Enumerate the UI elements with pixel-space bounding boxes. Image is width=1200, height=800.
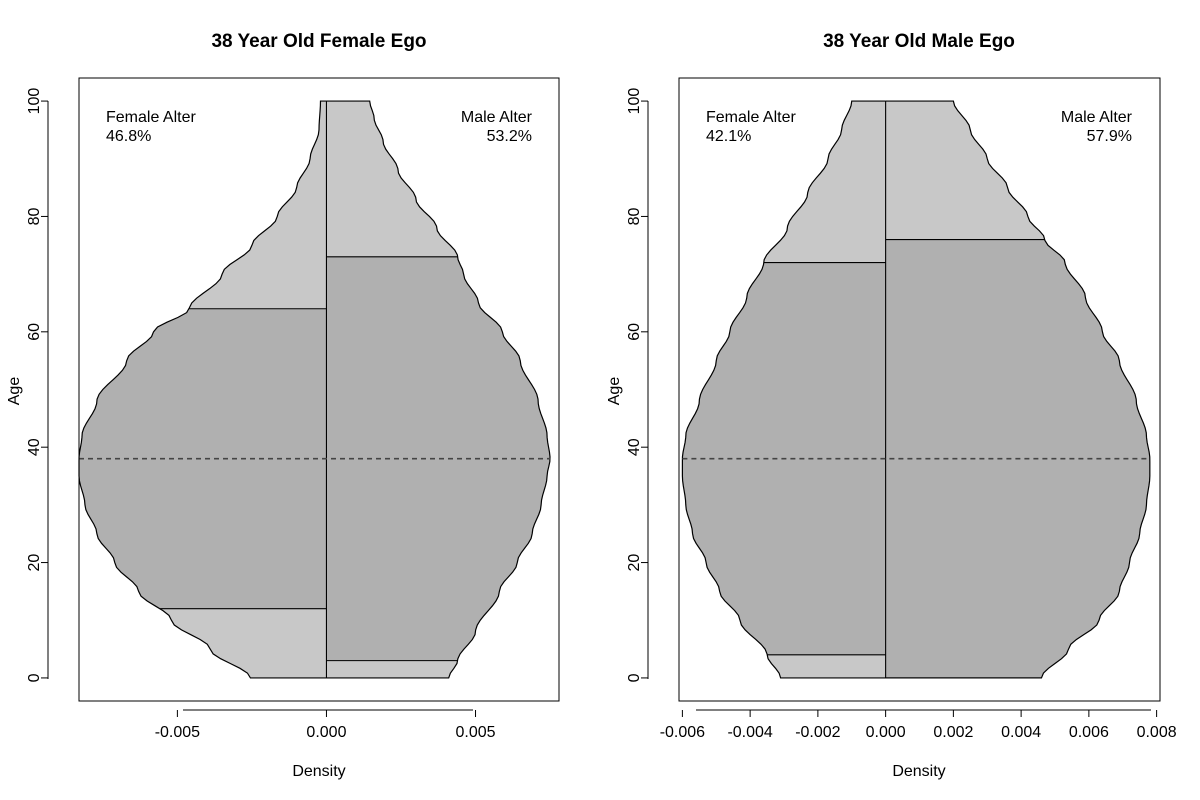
panel-title: 38 Year Old Female Ego xyxy=(211,31,426,52)
x-axis-ticks: -0.006 -0.004 -0.002 0.000 0.002 0.004 0.006 0.… xyxy=(660,710,1177,741)
y-tick-label: 60 xyxy=(26,323,43,341)
y-axis-ticks: 0 20 40 60 80 100 xyxy=(626,88,648,682)
y-axis-label: Age xyxy=(606,377,623,406)
plot-frame xyxy=(678,77,1161,702)
male-ego-panel: 38 Year Old Male Ego 0 20 40 60 80 100 Age -0… xyxy=(606,31,1177,780)
female-alter-percent: 42.1% xyxy=(706,128,751,145)
y-tick-label: 0 xyxy=(626,673,643,682)
y-tick-label: 40 xyxy=(626,438,643,456)
x-tick-label: 0.008 xyxy=(1137,724,1177,741)
x-tick-label: -0.006 xyxy=(660,724,705,741)
male-alter-percent: 57.9% xyxy=(1087,128,1132,145)
x-axis-label: Density xyxy=(292,763,345,780)
y-tick-label: 60 xyxy=(626,323,643,341)
male-alter-label: Male Alter xyxy=(461,109,533,126)
female-alter-percent: 46.8% xyxy=(106,128,151,145)
left-alter-outline xyxy=(78,100,327,679)
x-tick-label: 0.000 xyxy=(306,724,346,741)
x-tick-label: 0.006 xyxy=(1069,724,1109,741)
x-tick-label: -0.004 xyxy=(727,724,772,741)
right-alter-outline xyxy=(885,100,1151,679)
panel-title: 38 Year Old Male Ego xyxy=(823,31,1015,52)
y-tick-label: 20 xyxy=(626,554,643,572)
y-tick-label: 100 xyxy=(26,88,43,115)
y-tick-label: 80 xyxy=(26,207,43,225)
male-alter-percent: 53.2% xyxy=(487,128,532,145)
x-axis-label: Density xyxy=(892,763,945,780)
x-tick-label: -0.005 xyxy=(155,724,200,741)
male-alter-label: Male Alter xyxy=(1061,109,1133,126)
y-tick-label: 100 xyxy=(626,88,643,115)
plot-frame xyxy=(78,77,560,702)
female-alter-label: Female Alter xyxy=(106,109,196,126)
x-axis-ticks: -0.005 0.000 0.005 xyxy=(155,710,496,741)
right-alter-middle-band xyxy=(326,256,551,661)
violin-shapes xyxy=(681,100,1151,679)
x-tick-label: 0.002 xyxy=(933,724,973,741)
left-alter-outline xyxy=(681,100,886,679)
x-tick-label: -0.002 xyxy=(795,724,840,741)
x-tick-label: 0.000 xyxy=(866,724,906,741)
y-axis-ticks: 0 20 40 60 80 100 xyxy=(26,88,48,682)
right-alter-outline xyxy=(326,100,551,679)
y-tick-label: 0 xyxy=(26,673,43,682)
y-tick-label: 80 xyxy=(626,207,643,225)
y-axis-label: Age xyxy=(6,377,23,406)
y-tick-label: 40 xyxy=(26,438,43,456)
y-tick-label: 20 xyxy=(26,554,43,572)
left-alter-middle-band xyxy=(79,308,327,609)
female-alter-label: Female Alter xyxy=(706,109,796,126)
violin-shapes xyxy=(78,100,551,679)
x-tick-label: 0.004 xyxy=(1001,724,1041,741)
x-tick-label: 0.005 xyxy=(455,724,495,741)
